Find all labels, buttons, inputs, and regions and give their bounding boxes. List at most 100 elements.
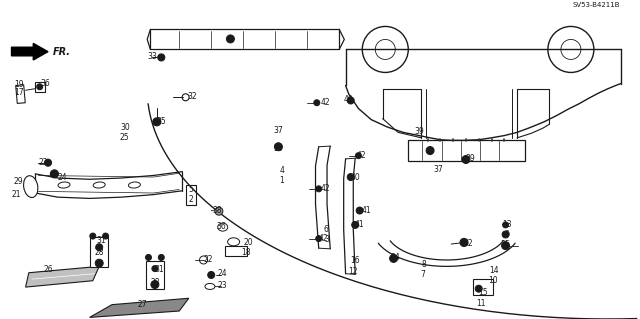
Text: 12: 12 <box>349 267 358 276</box>
Text: 21: 21 <box>12 190 20 199</box>
Text: 4: 4 <box>279 166 284 175</box>
Circle shape <box>95 259 103 267</box>
Circle shape <box>348 174 354 181</box>
Polygon shape <box>12 43 48 60</box>
Text: 42: 42 <box>356 151 367 160</box>
Text: 2: 2 <box>188 195 193 204</box>
Circle shape <box>96 244 102 251</box>
Text: FR.: FR. <box>52 47 70 57</box>
Ellipse shape <box>215 207 223 215</box>
Circle shape <box>316 236 322 241</box>
Text: 31: 31 <box>96 236 106 245</box>
Text: 31: 31 <box>154 265 164 274</box>
Text: 36: 36 <box>40 79 50 88</box>
Circle shape <box>460 238 468 247</box>
Ellipse shape <box>24 176 38 197</box>
Text: 9: 9 <box>504 230 509 239</box>
Text: 11: 11 <box>477 299 486 308</box>
Text: 26: 26 <box>43 265 53 274</box>
Circle shape <box>316 186 322 192</box>
Ellipse shape <box>93 182 105 188</box>
Text: 37: 37 <box>433 165 444 174</box>
Circle shape <box>476 285 482 292</box>
Text: 39: 39 <box>465 154 476 163</box>
Bar <box>473 279 493 295</box>
Circle shape <box>502 222 509 228</box>
Bar <box>225 246 246 256</box>
Text: 22: 22 <box>39 158 48 167</box>
Text: 18: 18 <box>242 248 251 256</box>
Text: 35: 35 <box>156 117 166 126</box>
Text: 34: 34 <box>390 253 401 262</box>
Text: 5: 5 <box>188 185 193 194</box>
Bar <box>90 237 108 267</box>
Text: SV53-B4211B: SV53-B4211B <box>572 2 620 8</box>
Text: 38: 38 <box>212 206 223 215</box>
Text: 42: 42 <box>320 98 330 107</box>
Circle shape <box>90 233 96 239</box>
Text: 29: 29 <box>13 177 23 186</box>
Circle shape <box>275 143 282 151</box>
Circle shape <box>426 146 434 155</box>
Circle shape <box>36 84 43 90</box>
Text: 32: 32 <box>187 92 197 101</box>
Circle shape <box>348 97 354 104</box>
Text: 24: 24 <box>218 269 228 278</box>
Circle shape <box>158 54 164 61</box>
Bar <box>408 140 525 161</box>
Circle shape <box>152 266 158 271</box>
Text: 41: 41 <box>355 220 365 229</box>
Circle shape <box>102 233 109 239</box>
Text: 30: 30 <box>120 123 130 132</box>
Ellipse shape <box>205 284 215 289</box>
Text: 22: 22 <box>204 255 212 263</box>
Bar <box>186 185 196 204</box>
Text: 20: 20 <box>243 238 253 247</box>
Text: 17: 17 <box>14 88 24 97</box>
Ellipse shape <box>228 238 239 246</box>
Circle shape <box>145 255 152 260</box>
Ellipse shape <box>129 182 140 188</box>
Text: 8: 8 <box>421 260 426 269</box>
Text: 32: 32 <box>463 239 474 248</box>
Text: 39: 39 <box>414 127 424 136</box>
Circle shape <box>158 255 164 260</box>
Text: 13: 13 <box>502 220 512 229</box>
Text: 40: 40 <box>344 95 354 104</box>
Text: 35: 35 <box>500 241 511 249</box>
Circle shape <box>314 100 320 106</box>
Circle shape <box>355 153 362 159</box>
Text: 6: 6 <box>324 225 329 234</box>
Circle shape <box>208 271 214 278</box>
Text: 28: 28 <box>150 278 159 287</box>
Polygon shape <box>90 298 189 317</box>
Text: 14: 14 <box>489 266 499 275</box>
Circle shape <box>45 159 51 166</box>
Text: 7: 7 <box>420 271 425 279</box>
Text: 42: 42 <box>318 234 328 243</box>
Text: 19: 19 <box>14 80 24 89</box>
Text: 28: 28 <box>95 248 104 256</box>
Bar <box>35 82 45 92</box>
Text: 36: 36 <box>216 222 226 231</box>
Text: 24: 24 <box>58 173 68 182</box>
Text: 10: 10 <box>488 276 498 285</box>
Circle shape <box>352 221 358 228</box>
Ellipse shape <box>58 182 70 188</box>
Bar <box>16 85 25 103</box>
Circle shape <box>151 280 159 289</box>
Circle shape <box>462 155 470 164</box>
Text: 3: 3 <box>324 235 329 244</box>
Text: 33: 33 <box>147 52 157 61</box>
Circle shape <box>390 254 397 263</box>
Text: 40: 40 <box>350 173 360 182</box>
Circle shape <box>502 231 509 238</box>
Text: 42: 42 <box>320 184 330 193</box>
Circle shape <box>502 241 509 250</box>
Bar <box>146 261 164 289</box>
Circle shape <box>153 118 161 126</box>
Ellipse shape <box>218 223 228 231</box>
Text: 41: 41 <box>361 206 371 215</box>
Text: 16: 16 <box>350 256 360 265</box>
Circle shape <box>356 207 363 214</box>
